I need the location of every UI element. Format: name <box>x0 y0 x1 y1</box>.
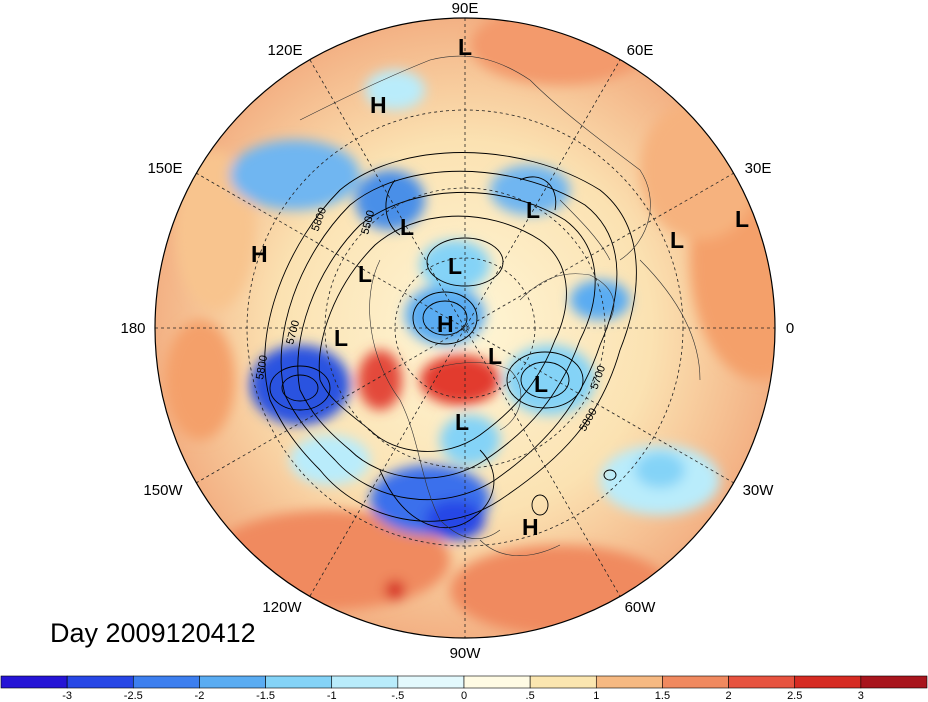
anomaly-field <box>155 18 775 638</box>
colorbar-tick-label: 1 <box>593 690 599 702</box>
longitude-label: 90E <box>452 0 479 17</box>
height-contours <box>264 152 637 529</box>
longitude-labels: 90E 60E 30E 0 30W 60W 90W 120W 150W 180 … <box>120 0 794 662</box>
colorbar-swatch <box>397 675 465 689</box>
longitude-label: 150W <box>143 482 183 499</box>
colorbar-swatch <box>265 675 333 689</box>
colorbar-tick-label: -2.5 <box>124 690 143 702</box>
longitude-label: 120W <box>262 599 302 616</box>
map-border <box>154 17 776 639</box>
colorbar-tick-label: 0 <box>461 690 467 702</box>
colorbar-swatch <box>529 675 597 689</box>
pressure-center-low: L <box>526 197 540 223</box>
colorbar-tick-label: 2 <box>726 690 732 702</box>
colorbar-swatch <box>728 675 796 689</box>
colorbar-swatch <box>0 675 68 689</box>
pressure-center-low: L <box>448 253 462 279</box>
pressure-center-low: L <box>334 325 348 351</box>
longitude-label: 30W <box>743 482 775 499</box>
pressure-center-low: L <box>488 343 502 369</box>
colorbar-swatch <box>132 675 200 689</box>
colorbar-swatch <box>794 675 862 689</box>
date-label: Day 2009120412 <box>50 618 256 648</box>
pressure-center-low: L <box>735 206 749 232</box>
colorbar: -3 -2.5 -2 -1.5 -1 -.5 0 .5 1 1.5 2 2.5 3 <box>0 675 928 702</box>
colorbar-swatch <box>199 675 266 689</box>
colorbar-tick-label: .5 <box>526 690 535 702</box>
colorbar-swatch <box>331 675 399 689</box>
colorbar-swatch <box>662 675 729 689</box>
longitude-label: 180 <box>120 320 145 337</box>
colorbar-swatch <box>66 675 134 689</box>
longitude-label: 90W <box>450 645 482 662</box>
colorbar-tick-label: 1.5 <box>655 690 670 702</box>
contour-label: 5800 <box>254 354 270 380</box>
colorbar-tick-label: -2 <box>195 690 205 702</box>
colorbar-swatch <box>595 675 663 689</box>
pressure-center-low: L <box>400 214 414 240</box>
pressure-center-low: L <box>455 409 469 435</box>
pressure-center-low: H <box>437 311 454 337</box>
pressure-centers: L H L L L L H L L H L L L L H <box>251 34 749 540</box>
longitude-label: 60E <box>627 42 654 59</box>
colorbar-tick-label: -1 <box>327 690 337 702</box>
longitude-label: 0 <box>786 320 794 337</box>
pressure-center-high: H <box>522 514 539 540</box>
longitude-label: 150E <box>147 160 182 177</box>
longitude-label: 60W <box>625 599 657 616</box>
colorbar-tick-label: -3 <box>62 690 72 702</box>
pressure-center-high: L <box>670 227 684 253</box>
colorbar-tick-label: 2.5 <box>787 690 802 702</box>
colorbar-tick-label: -1.5 <box>256 690 275 702</box>
graticule <box>155 18 775 638</box>
longitude-label: 30E <box>745 160 772 177</box>
longitude-label: 120E <box>267 42 302 59</box>
pressure-center-low: L <box>458 34 472 60</box>
colorbar-tick-label: 3 <box>858 690 864 702</box>
pressure-center-high: H <box>370 92 387 118</box>
pressure-center-low: L <box>358 261 372 287</box>
colorbar-swatch <box>463 675 531 689</box>
colorbar-tick-label: -.5 <box>391 690 404 702</box>
coastlines <box>299 55 701 556</box>
pressure-center-high: H <box>251 241 268 267</box>
colorbar-swatch <box>860 675 928 689</box>
pressure-center-low: L <box>534 371 548 397</box>
